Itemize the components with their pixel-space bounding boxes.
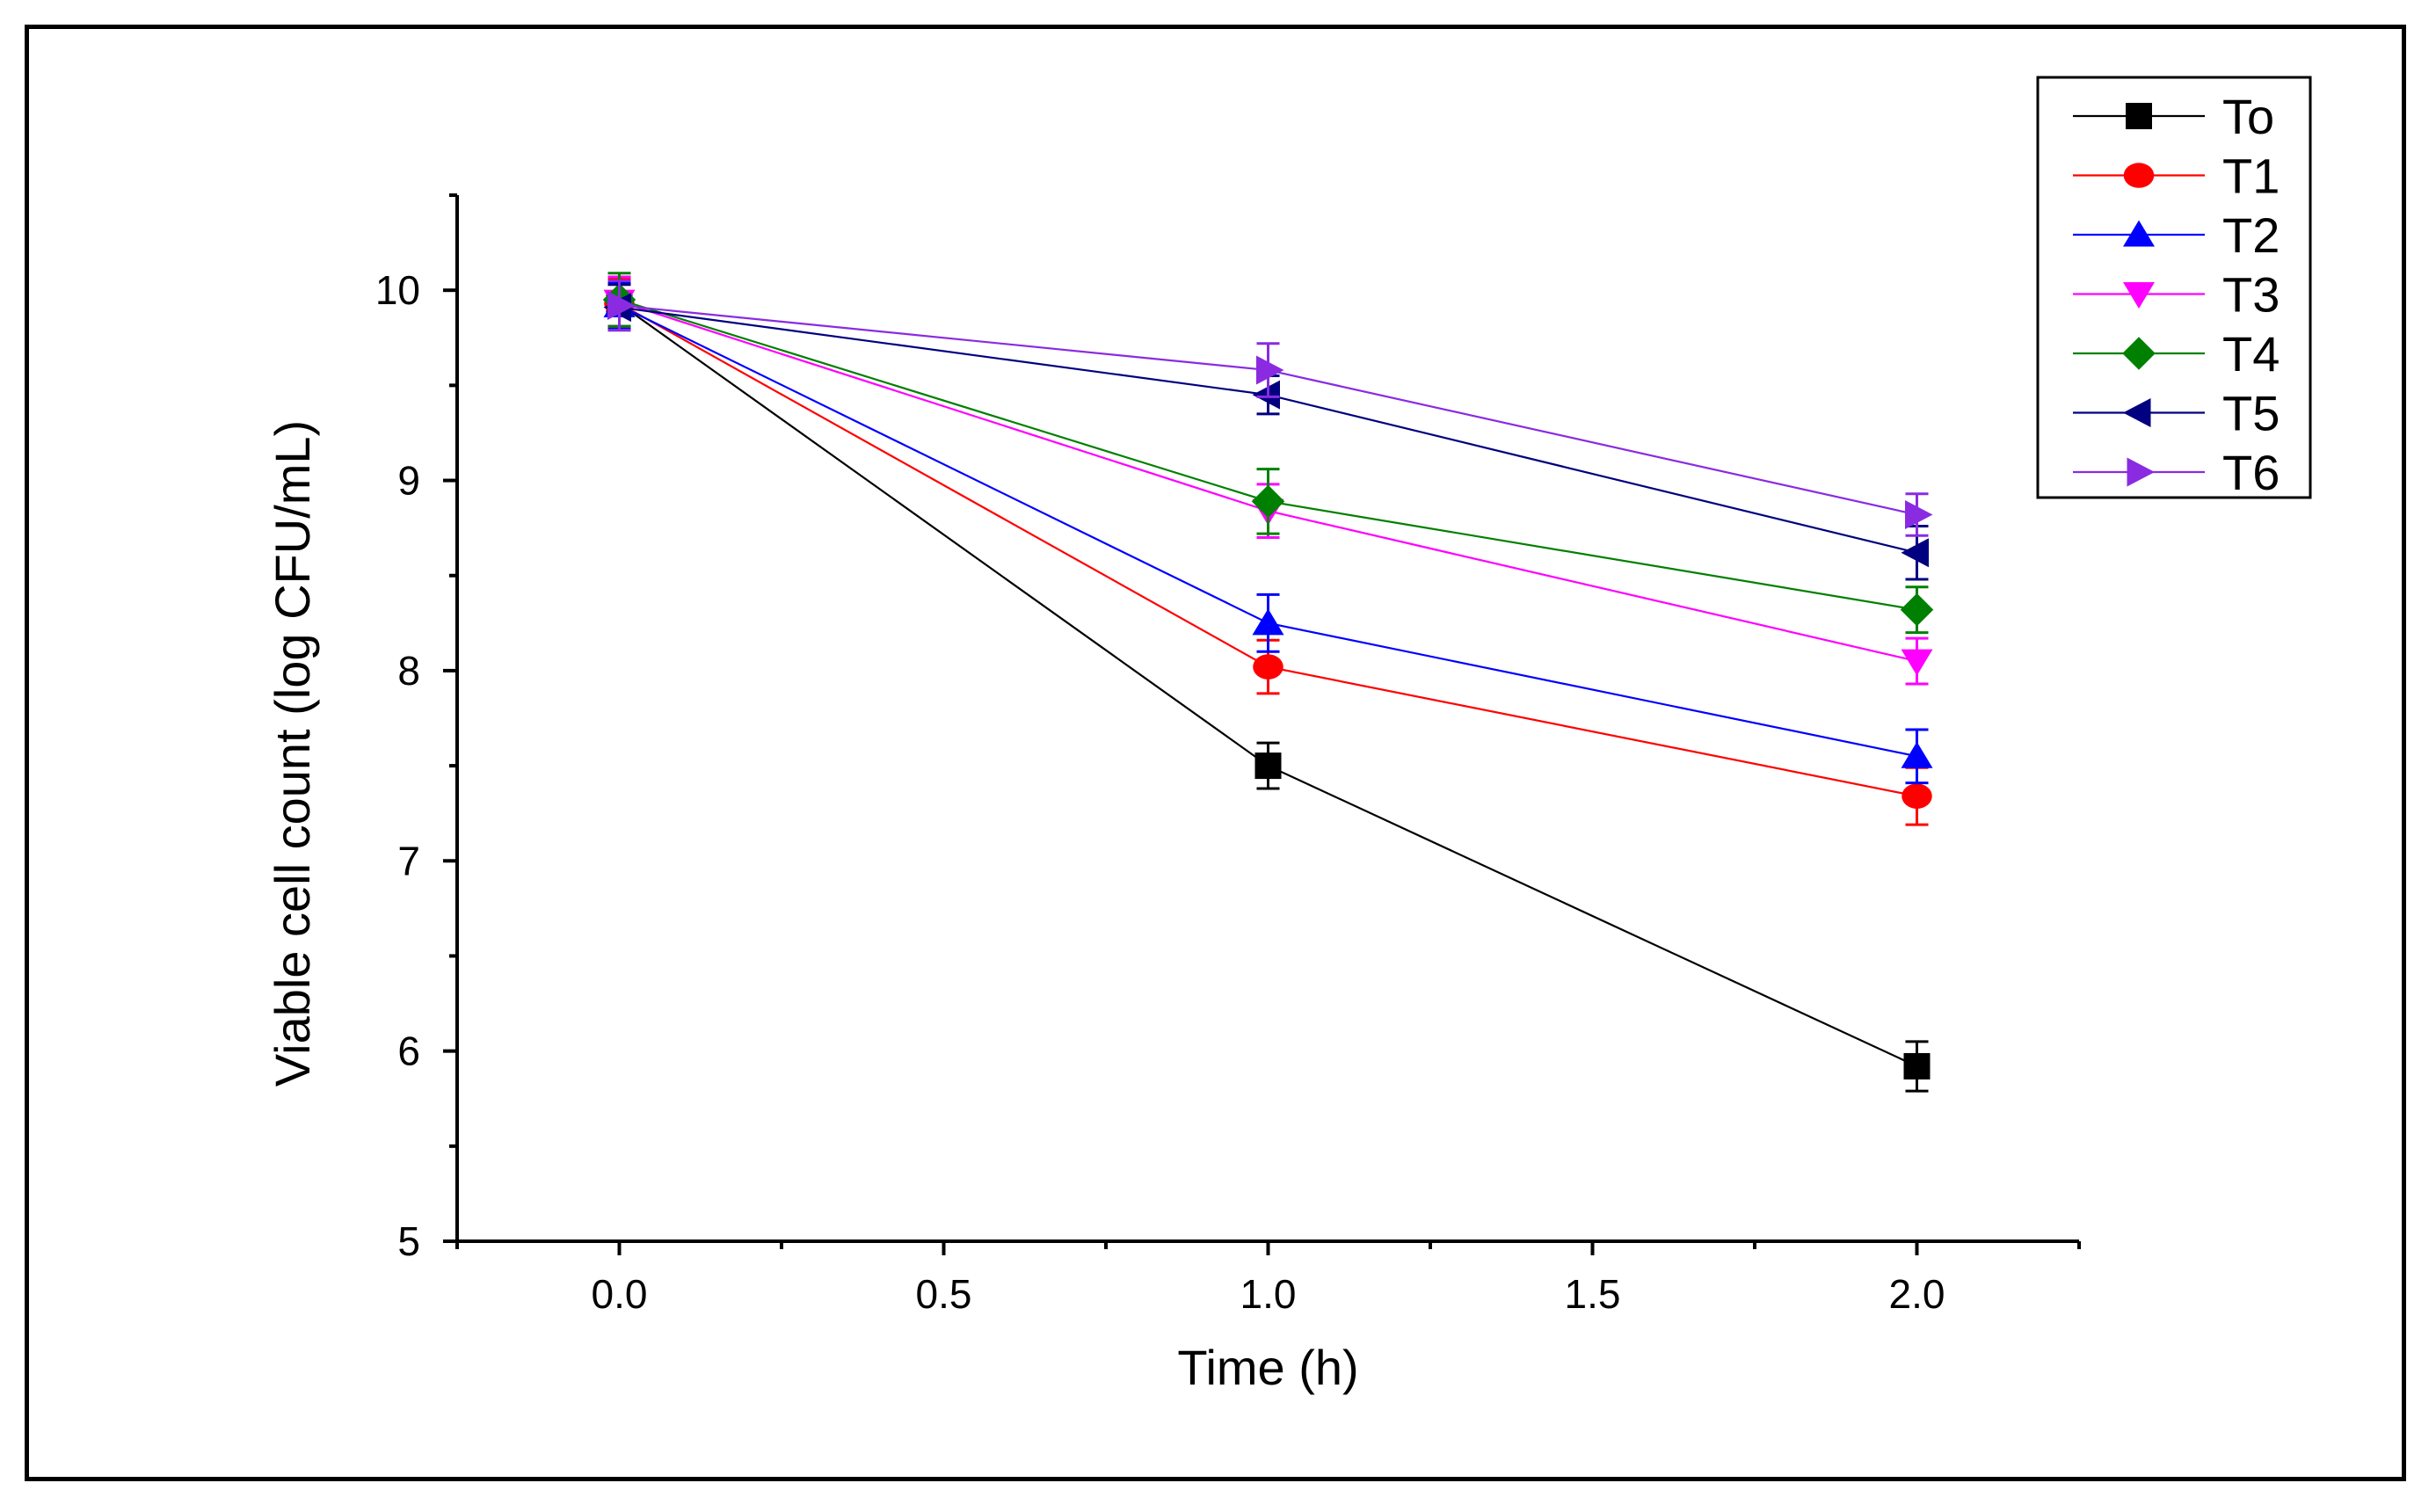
legend-marker <box>2122 337 2156 370</box>
legend-item: T6 <box>2073 445 2280 500</box>
x-tick-label: 2.0 <box>1889 1271 1945 1317</box>
series-group <box>602 272 1934 1093</box>
legend-item: T2 <box>2073 207 2280 263</box>
data-point <box>1901 649 1933 676</box>
x-tick-label: 0.5 <box>916 1271 972 1317</box>
figure-frame <box>25 25 2406 1481</box>
legend-label: T6 <box>2222 445 2280 500</box>
legend-label: T4 <box>2222 326 2280 382</box>
series-T4 <box>602 272 1934 635</box>
data-point <box>1901 741 1933 768</box>
x-axis-title: Time (h) <box>1177 1340 1358 1395</box>
legend-marker <box>2126 103 2152 129</box>
data-point <box>1256 355 1284 385</box>
legend-item: To <box>2073 89 2274 144</box>
series-T6 <box>607 279 1933 537</box>
legend-item: T5 <box>2073 386 2280 441</box>
y-axis-title: Viable cell count (log CFU/mL) <box>265 420 320 1087</box>
legend-marker <box>2123 398 2151 427</box>
legend-label: T2 <box>2222 207 2280 263</box>
axes: 5 6 7 8 9 10 0.0 0.5 1.0 1.5 2.0 <box>375 193 2081 1317</box>
legend-label: T3 <box>2222 267 2280 323</box>
y-tick-label: 9 <box>397 458 420 504</box>
series-T5 <box>603 283 1929 581</box>
data-point <box>1253 654 1283 680</box>
data-point <box>1903 1052 1931 1079</box>
data-point <box>1901 538 1929 568</box>
x-tick-label: 1.5 <box>1565 1271 1621 1317</box>
y-tick-label: 5 <box>397 1218 420 1264</box>
data-point <box>1252 608 1284 636</box>
legend-item: T3 <box>2073 267 2280 323</box>
legend-marker <box>2127 457 2155 487</box>
y-tick-label: 10 <box>375 267 420 313</box>
x-tick-label: 0.0 <box>592 1271 648 1317</box>
x-tick-label: 1.0 <box>1240 1271 1297 1317</box>
data-point <box>607 290 636 320</box>
y-tick-label: 6 <box>397 1029 420 1074</box>
y-tick-label: 7 <box>397 838 420 883</box>
data-point <box>1252 380 1280 410</box>
legend-label: T1 <box>2222 149 2280 204</box>
data-point <box>1900 592 1934 627</box>
legend-label: To <box>2222 89 2274 144</box>
data-point <box>1902 783 1932 809</box>
legend-marker <box>2123 163 2155 188</box>
y-tick-label: 8 <box>397 648 420 694</box>
legend-item: T4 <box>2073 326 2280 382</box>
data-point <box>1251 484 1285 519</box>
data-point <box>1254 752 1282 780</box>
legend-marker <box>2123 220 2155 247</box>
legend-item: T1 <box>2073 149 2280 204</box>
legend-label: T5 <box>2222 386 2280 441</box>
data-point <box>1905 499 1933 529</box>
legend-marker <box>2123 282 2155 309</box>
legend-box <box>2036 76 2312 499</box>
